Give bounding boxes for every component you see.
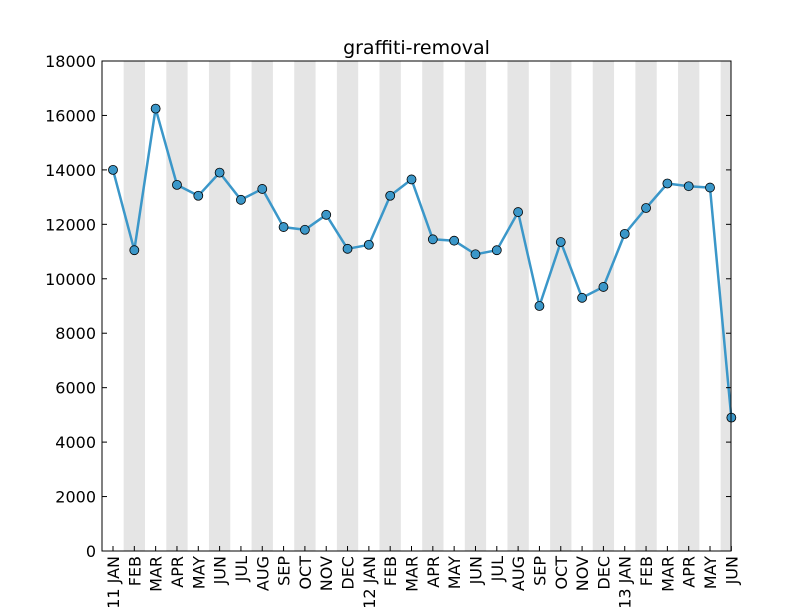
x-tick-label: APR — [680, 556, 699, 588]
x-tick-label: JUN — [466, 556, 485, 585]
data-point — [555, 237, 566, 247]
x-tick-label: OCT — [296, 556, 315, 590]
x-tick-label: AUG — [253, 556, 272, 591]
month-band — [208, 61, 231, 551]
alternating-month-bands — [123, 61, 731, 551]
data-point — [470, 249, 481, 260]
x-tick-label: MAY — [445, 556, 464, 590]
x-tick-label: AUG — [509, 556, 528, 591]
data-point — [172, 179, 182, 190]
data-point — [193, 190, 204, 201]
plot-area-frame — [101, 60, 732, 552]
y-tick-label: 0 — [86, 542, 96, 561]
month-band — [464, 61, 487, 551]
data-point — [491, 245, 502, 256]
data-point — [705, 182, 715, 193]
month-band — [379, 61, 401, 551]
x-tick-label: FEB — [125, 556, 144, 586]
data-point — [662, 178, 673, 189]
data-point — [683, 181, 694, 192]
series-line — [111, 107, 733, 418]
y-tick-label: 10000 — [45, 270, 96, 289]
data-point — [598, 282, 609, 292]
chart-title: graffiti-removal — [343, 37, 490, 59]
data-point — [150, 103, 161, 114]
y-tick-label: 2000 — [55, 488, 96, 507]
x-tick-label: NOV — [317, 556, 336, 591]
data-point — [513, 207, 524, 217]
month-band — [166, 61, 188, 551]
data-point — [108, 164, 118, 175]
x-tick-label: JUL — [232, 556, 251, 582]
y-tick-label: 8000 — [55, 324, 96, 343]
month-band — [550, 61, 572, 551]
y-tick-label: 4000 — [55, 433, 96, 452]
month-band — [635, 61, 657, 551]
x-tick-label: MAY — [701, 556, 720, 590]
month-band — [720, 61, 731, 551]
x-tick-label: 12 JAN — [360, 556, 379, 609]
x-tick-label: MAR — [147, 556, 166, 592]
y-tick-label: 16000 — [45, 106, 96, 125]
y-tick-label: 12000 — [45, 215, 96, 234]
y-axis: 0 2000 4000 6000 8000 10000 12000 14000 16000 180… — [45, 52, 731, 561]
data-point — [342, 243, 353, 254]
data-point — [641, 203, 651, 213]
month-band — [422, 61, 444, 551]
x-axis: 11 JAN FEB MAR APR MAY JUN JUL AUG SEP OCT NOV DEC 1… — [104, 546, 741, 609]
month-band — [507, 61, 529, 551]
month-band — [251, 61, 273, 551]
x-tick-label: JUL — [488, 556, 507, 582]
x-tick-label: 13 JAN — [616, 556, 635, 609]
x-tick-label: OCT — [552, 556, 571, 590]
data-point — [449, 235, 460, 246]
data-point — [577, 292, 587, 303]
data-point — [363, 239, 374, 250]
x-tick-label: MAY — [189, 556, 208, 590]
x-tick-label: JUN — [211, 556, 230, 585]
month-band — [336, 61, 359, 551]
x-tick-label: FEB — [381, 556, 400, 586]
x-tick-label: APR — [168, 556, 187, 588]
month-band — [592, 61, 615, 551]
month-band — [123, 61, 145, 551]
month-band — [678, 61, 700, 551]
data-point — [214, 167, 225, 178]
data-point — [385, 190, 396, 201]
data-point — [619, 228, 630, 239]
x-tick-label: DEC — [339, 556, 358, 590]
x-tick-label: JUN — [722, 556, 741, 585]
series-line-group — [108, 103, 737, 423]
data-point — [236, 194, 246, 205]
x-tick-label: FEB — [637, 556, 656, 586]
x-tick-label: NOV — [573, 556, 592, 591]
data-point — [534, 301, 545, 311]
data-point — [299, 224, 310, 235]
data-point — [406, 174, 417, 185]
x-tick-label: DEC — [594, 556, 613, 590]
month-band — [294, 61, 316, 551]
data-point — [321, 209, 332, 220]
y-tick-label: 18000 — [45, 52, 96, 71]
x-tick-label: APR — [424, 556, 443, 588]
y-tick-label: 6000 — [55, 379, 96, 398]
data-point — [257, 184, 268, 194]
data-point — [427, 234, 438, 245]
x-tick-label: SEP — [530, 556, 549, 586]
x-tick-label: MAR — [658, 556, 677, 592]
x-tick-label: MAR — [403, 556, 422, 592]
data-point — [129, 245, 140, 256]
x-tick-label: SEP — [275, 556, 294, 586]
data-point — [278, 222, 289, 232]
x-tick-label: 11 JAN — [104, 556, 123, 609]
y-tick-label: 14000 — [45, 161, 96, 180]
